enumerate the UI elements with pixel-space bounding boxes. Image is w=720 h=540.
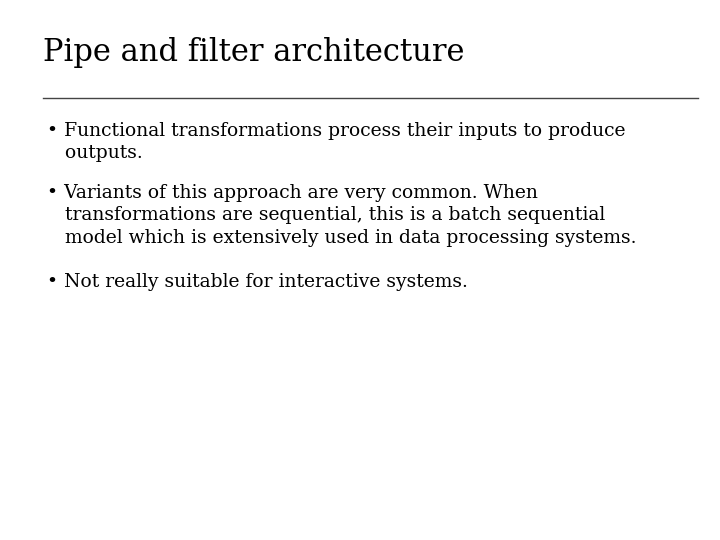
Text: • Functional transformations process their inputs to produce
   outputs.: • Functional transformations process the… (47, 122, 625, 163)
Text: Pipe and filter architecture: Pipe and filter architecture (43, 37, 464, 68)
Text: • Variants of this approach are very common. When
   transformations are sequent: • Variants of this approach are very com… (47, 184, 636, 247)
Text: • Not really suitable for interactive systems.: • Not really suitable for interactive sy… (47, 273, 468, 291)
